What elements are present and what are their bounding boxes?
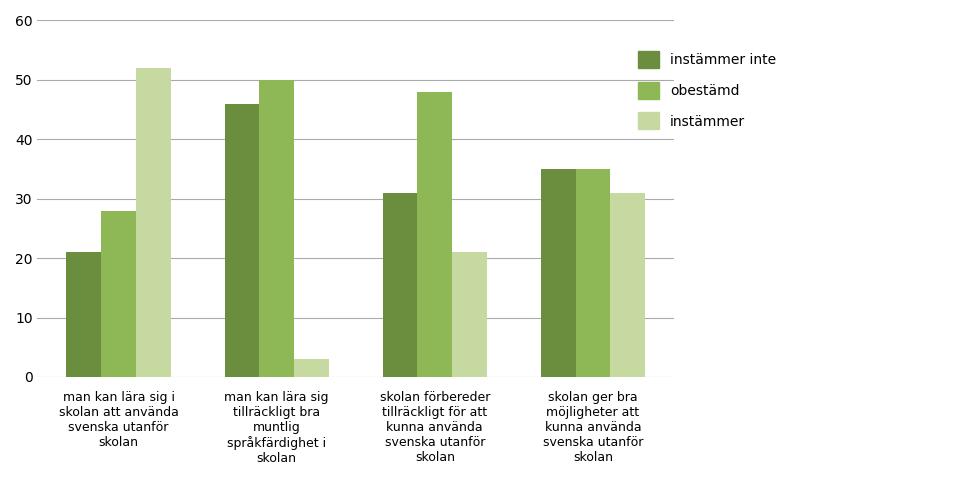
Legend: instämmer inte, obestämd, instämmer: instämmer inte, obestämd, instämmer — [633, 45, 781, 135]
Bar — [225, 104, 259, 377]
Bar — [101, 211, 136, 377]
Bar — [576, 169, 611, 377]
Bar — [418, 92, 452, 377]
Bar — [540, 169, 576, 377]
Bar — [611, 193, 645, 377]
Bar — [383, 193, 418, 377]
Bar — [294, 359, 329, 377]
Bar — [136, 68, 171, 377]
Bar — [66, 252, 101, 377]
Bar — [452, 252, 487, 377]
Bar — [259, 80, 294, 377]
